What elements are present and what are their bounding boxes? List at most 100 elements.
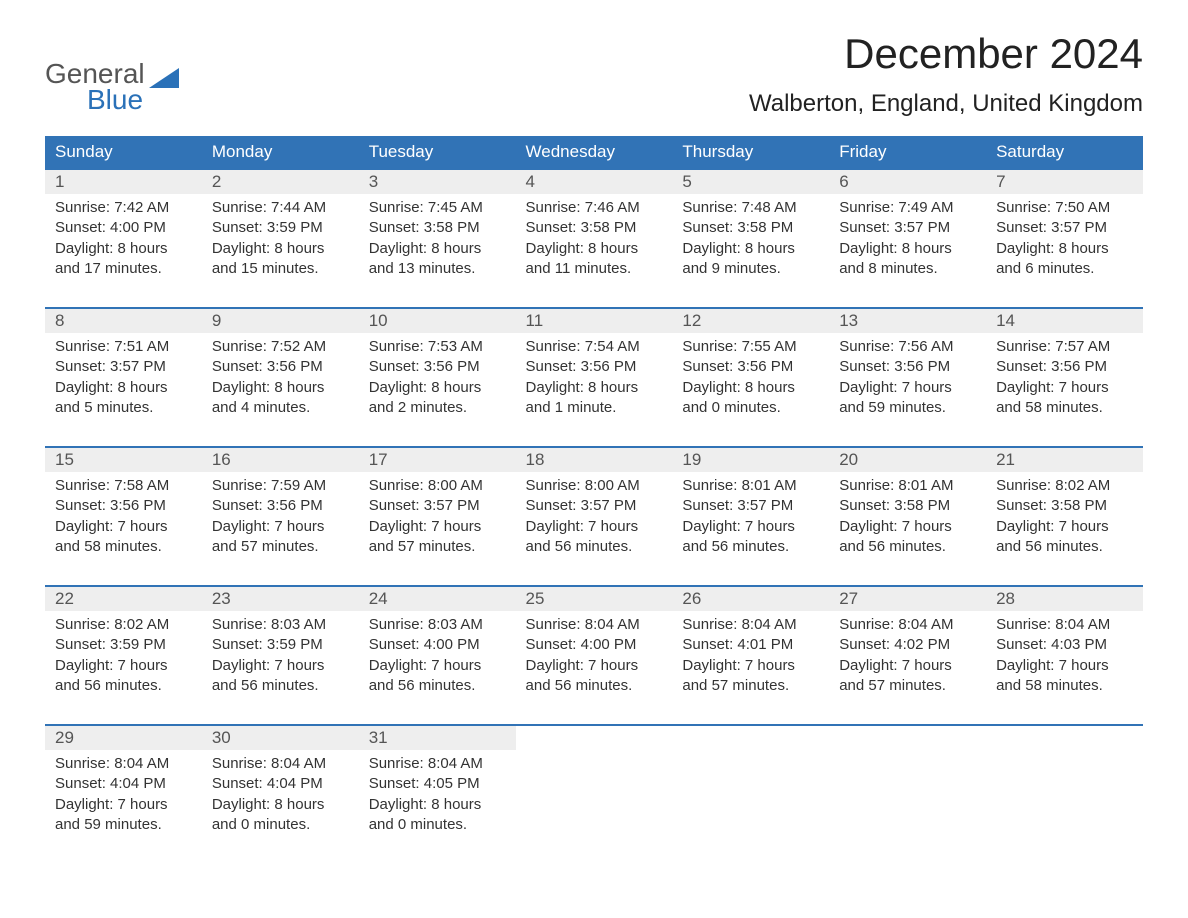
- daylight-text: Daylight: 8 hours and 9 minutes.: [682, 239, 819, 280]
- sunrise-text: Sunrise: 7:54 AM: [526, 337, 663, 357]
- daylight-text: Daylight: 8 hours and 0 minutes.: [369, 795, 506, 836]
- day-number-cell: 23: [202, 586, 359, 611]
- day-number-cell: 15: [45, 447, 202, 472]
- day-content-cell: Sunrise: 7:55 AMSunset: 3:56 PMDaylight:…: [672, 333, 829, 447]
- daylight-text: Daylight: 8 hours and 11 minutes.: [526, 239, 663, 280]
- weekday-header: Saturday: [986, 136, 1143, 169]
- sunset-text: Sunset: 3:56 PM: [369, 357, 506, 377]
- day-content-cell: Sunrise: 8:04 AMSunset: 4:04 PMDaylight:…: [202, 750, 359, 863]
- sunset-text: Sunset: 4:00 PM: [369, 635, 506, 655]
- day-number: 20: [829, 448, 986, 472]
- sunset-text: Sunset: 3:56 PM: [212, 357, 349, 377]
- day-number: 9: [202, 309, 359, 333]
- sunset-text: Sunset: 4:00 PM: [526, 635, 663, 655]
- day-content-cell: [829, 750, 986, 863]
- day-content-cell: Sunrise: 8:01 AMSunset: 3:58 PMDaylight:…: [829, 472, 986, 586]
- day-number: 16: [202, 448, 359, 472]
- day-content-cell: Sunrise: 8:02 AMSunset: 3:59 PMDaylight:…: [45, 611, 202, 725]
- sunrise-text: Sunrise: 7:55 AM: [682, 337, 819, 357]
- week-daynum-row: 293031: [45, 725, 1143, 750]
- day-number: 23: [202, 587, 359, 611]
- day-content-cell: Sunrise: 8:03 AMSunset: 4:00 PMDaylight:…: [359, 611, 516, 725]
- weekday-header: Thursday: [672, 136, 829, 169]
- daylight-text: Daylight: 7 hours and 59 minutes.: [55, 795, 192, 836]
- daylight-text: Daylight: 8 hours and 15 minutes.: [212, 239, 349, 280]
- day-content-cell: Sunrise: 7:46 AMSunset: 3:58 PMDaylight:…: [516, 194, 673, 308]
- sunset-text: Sunset: 3:56 PM: [839, 357, 976, 377]
- sunset-text: Sunset: 4:04 PM: [55, 774, 192, 794]
- day-number-cell: 16: [202, 447, 359, 472]
- sunset-text: Sunset: 3:59 PM: [212, 218, 349, 238]
- day-number-cell: 28: [986, 586, 1143, 611]
- day-content-cell: Sunrise: 8:04 AMSunset: 4:02 PMDaylight:…: [829, 611, 986, 725]
- day-number: 6: [829, 170, 986, 194]
- sunset-text: Sunset: 3:57 PM: [526, 496, 663, 516]
- day-number-cell: 6: [829, 169, 986, 194]
- daylight-text: Daylight: 7 hours and 58 minutes.: [55, 517, 192, 558]
- day-number-cell: 10: [359, 308, 516, 333]
- sunset-text: Sunset: 3:59 PM: [212, 635, 349, 655]
- week-content-row: Sunrise: 8:04 AMSunset: 4:04 PMDaylight:…: [45, 750, 1143, 863]
- calendar-table: Sunday Monday Tuesday Wednesday Thursday…: [45, 136, 1143, 863]
- day-number: 3: [359, 170, 516, 194]
- day-content-cell: [986, 750, 1143, 863]
- day-content-cell: Sunrise: 7:50 AMSunset: 3:57 PMDaylight:…: [986, 194, 1143, 308]
- daylight-text: Daylight: 7 hours and 56 minutes.: [996, 517, 1133, 558]
- header: General Blue December 2024 Walberton, En…: [45, 30, 1143, 118]
- day-number-cell: 12: [672, 308, 829, 333]
- day-content-cell: Sunrise: 8:04 AMSunset: 4:01 PMDaylight:…: [672, 611, 829, 725]
- day-number: 8: [45, 309, 202, 333]
- day-content-cell: Sunrise: 8:04 AMSunset: 4:00 PMDaylight:…: [516, 611, 673, 725]
- day-number-cell: 17: [359, 447, 516, 472]
- sunrise-text: Sunrise: 7:51 AM: [55, 337, 192, 357]
- day-number-cell: 2: [202, 169, 359, 194]
- day-number: 1: [45, 170, 202, 194]
- daylight-text: Daylight: 7 hours and 56 minutes.: [526, 517, 663, 558]
- daylight-text: Daylight: 7 hours and 57 minutes.: [369, 517, 506, 558]
- month-title: December 2024: [749, 30, 1143, 78]
- daylight-text: Daylight: 8 hours and 6 minutes.: [996, 239, 1133, 280]
- sunrise-text: Sunrise: 7:58 AM: [55, 476, 192, 496]
- day-number: 4: [516, 170, 673, 194]
- sunrise-text: Sunrise: 7:46 AM: [526, 198, 663, 218]
- sunset-text: Sunset: 4:02 PM: [839, 635, 976, 655]
- week-content-row: Sunrise: 7:42 AMSunset: 4:00 PMDaylight:…: [45, 194, 1143, 308]
- sunrise-text: Sunrise: 7:57 AM: [996, 337, 1133, 357]
- sunset-text: Sunset: 4:00 PM: [55, 218, 192, 238]
- sunrise-text: Sunrise: 7:50 AM: [996, 198, 1133, 218]
- sunset-text: Sunset: 3:56 PM: [526, 357, 663, 377]
- day-number-cell: 4: [516, 169, 673, 194]
- day-number-cell: 9: [202, 308, 359, 333]
- day-number: 29: [45, 726, 202, 750]
- week-daynum-row: 15161718192021: [45, 447, 1143, 472]
- sunset-text: Sunset: 3:56 PM: [682, 357, 819, 377]
- logo-text-bottom: Blue: [45, 86, 179, 114]
- daylight-text: Daylight: 8 hours and 17 minutes.: [55, 239, 192, 280]
- day-number-cell: 22: [45, 586, 202, 611]
- sunset-text: Sunset: 3:57 PM: [839, 218, 976, 238]
- sunrise-text: Sunrise: 7:42 AM: [55, 198, 192, 218]
- sunrise-text: Sunrise: 7:49 AM: [839, 198, 976, 218]
- sunset-text: Sunset: 3:58 PM: [996, 496, 1133, 516]
- day-number-cell: [516, 725, 673, 750]
- week-content-row: Sunrise: 7:58 AMSunset: 3:56 PMDaylight:…: [45, 472, 1143, 586]
- sunset-text: Sunset: 4:04 PM: [212, 774, 349, 794]
- weekday-header: Sunday: [45, 136, 202, 169]
- weekday-header: Wednesday: [516, 136, 673, 169]
- day-number-cell: 24: [359, 586, 516, 611]
- week-content-row: Sunrise: 7:51 AMSunset: 3:57 PMDaylight:…: [45, 333, 1143, 447]
- sunrise-text: Sunrise: 8:02 AM: [55, 615, 192, 635]
- title-block: December 2024 Walberton, England, United…: [749, 30, 1143, 118]
- daylight-text: Daylight: 7 hours and 56 minutes.: [682, 517, 819, 558]
- sunrise-text: Sunrise: 8:04 AM: [55, 754, 192, 774]
- logo: General Blue: [45, 30, 179, 114]
- day-content-cell: Sunrise: 7:54 AMSunset: 3:56 PMDaylight:…: [516, 333, 673, 447]
- daylight-text: Daylight: 8 hours and 0 minutes.: [682, 378, 819, 419]
- day-content-cell: Sunrise: 8:02 AMSunset: 3:58 PMDaylight:…: [986, 472, 1143, 586]
- daylight-text: Daylight: 7 hours and 56 minutes.: [526, 656, 663, 697]
- sunrise-text: Sunrise: 7:48 AM: [682, 198, 819, 218]
- sunrise-text: Sunrise: 8:01 AM: [682, 476, 819, 496]
- day-number-cell: 25: [516, 586, 673, 611]
- day-number-cell: 5: [672, 169, 829, 194]
- day-content-cell: Sunrise: 7:53 AMSunset: 3:56 PMDaylight:…: [359, 333, 516, 447]
